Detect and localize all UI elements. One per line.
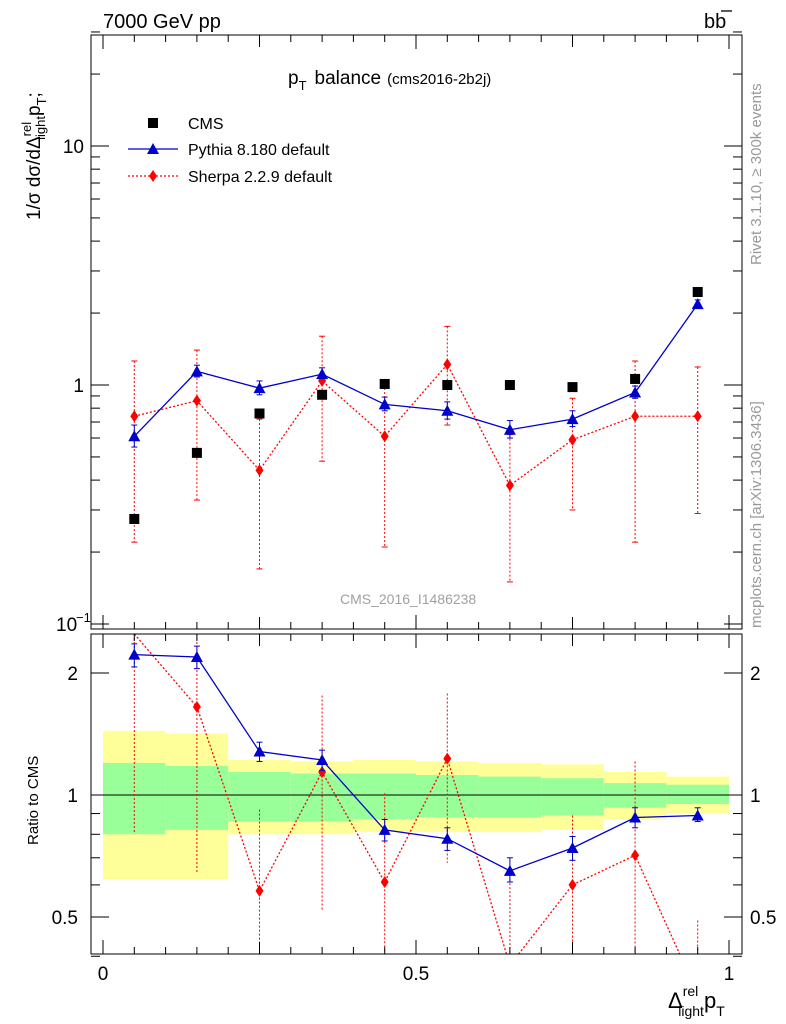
sherpa-point [380,430,389,443]
side-label-right: mcplots.cern.ch [arXiv:1306.3436] [748,401,765,628]
sherpa-line [134,363,698,487]
cms-point [129,513,140,524]
cms-point [504,380,515,390]
sherpa-point [693,410,702,423]
pythia-ratio-point [629,811,642,823]
sherpa-point [443,358,452,371]
main-y-axis-label: 1/σ dσ/dΔrellightpT; [19,92,49,220]
pythia-point [629,386,642,398]
sherpa-ratio-point [255,884,264,897]
band-inner-bin [353,773,416,820]
pythia-ratio-point [691,809,704,821]
legend-label-pythia: Pythia 8.180 default [188,142,330,159]
ratio-y-tick-label-right: 2 [750,664,761,685]
main-series [128,286,704,583]
main-y-tick-exponent: −1 [76,610,91,625]
sherpa-point [505,479,514,492]
legend: CMS Pythia 8.180 default Sherpa 2.2.9 de… [128,116,333,186]
pythia-point [128,430,141,442]
pythia-ratio-point [316,754,329,766]
pythia-ratio-point [190,651,203,663]
band-inner-bin [228,771,291,822]
ratio-y-tick-label: 0.5 [52,908,78,929]
ratio-bands [91,730,742,880]
main-y-tick-label: 10 [63,137,84,158]
legend-label-sherpa: Sherpa 2.2.9 default [188,169,333,186]
pythia-point [691,298,704,310]
pythia-point [190,365,203,377]
cms-point [317,389,328,400]
pythia-ratio-point [128,648,141,660]
chart-title: pT balance (cms2016-2b2j) [288,68,491,93]
cms-point [442,380,453,390]
sherpa-ratio-point [631,849,640,862]
pythia-ratio-point [378,823,391,835]
band-inner-bin [478,776,542,818]
cms-point [191,447,202,458]
pythia-point [441,404,454,416]
band-inner-bin [666,784,729,805]
ratio-y-tick-label-right: 0.5 [750,908,776,929]
x-tick-label: 0.5 [403,964,429,985]
pythia-ratio-line [134,653,698,872]
pythia-ratio-point [566,841,579,853]
cms-point [692,286,703,297]
sherpa-ratio-point [443,752,452,765]
pythia-line [133,303,699,437]
x-tick-label: 0 [98,964,109,985]
ratio-y-tick-label-right: 1 [750,786,761,807]
pythia-ratio-point [253,745,266,757]
cms-point [567,382,578,393]
ratio-y-tick-label: 2 [67,664,78,685]
cms-point [254,408,265,419]
pythia-point [503,423,516,435]
legend-marker-sherpa [149,170,157,182]
sherpa-point [192,394,201,407]
band-inner-bin [541,778,604,816]
pythia-point [253,382,266,394]
process-label: bb [704,11,726,33]
main-y-tick-label: 1 [73,376,84,397]
energy-label: 7000 GeV pp [103,11,221,33]
sherpa-ratio-point [380,876,389,889]
main-y-tick-label: 10 [56,615,77,636]
ratio-y-tick-label: 1 [67,786,78,807]
sherpa-ratio-point [568,878,577,891]
cms-point [630,373,641,384]
sherpa-point [631,410,640,423]
ratio-y-axis-label: Ratio to CMS [25,756,42,845]
pythia-ratio-point [503,864,516,876]
pythia-point [378,398,391,410]
legend-label-cms: CMS [188,116,224,133]
sherpa-ratio-line [133,634,681,954]
pythia-point [566,413,579,425]
cms-point [379,378,390,389]
sherpa-ratio-point [318,765,327,778]
sherpa-point [255,464,264,477]
legend-marker-cms [148,118,158,128]
x-tick-label: 1 [724,964,735,985]
watermark: CMS_2016_I1486238 [340,591,476,607]
x-axis-label: Δrel lightpT [668,983,725,1019]
legend-marker-pythia [147,143,159,154]
sherpa-point [130,410,139,423]
side-label-left: Rivet 3.1.10, ≥ 300k events [748,83,765,265]
pythia-ratio-point [441,832,454,844]
sherpa-ratio-point [192,700,201,713]
ratio-series [128,634,704,954]
sherpa-point [568,433,577,446]
pythia-point [316,368,329,380]
